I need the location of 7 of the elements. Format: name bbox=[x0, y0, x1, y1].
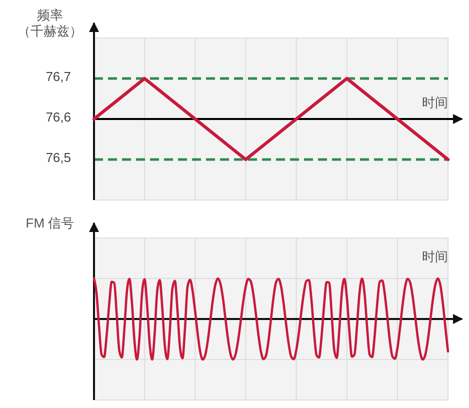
y-tick-label: 76,7 bbox=[46, 69, 71, 84]
y-tick-label: 76,6 bbox=[46, 110, 71, 125]
y-axis-title: 频率（千赫兹） bbox=[18, 8, 82, 39]
x-axis-title: 时间 bbox=[422, 249, 448, 264]
x-axis-title: 时间 bbox=[422, 95, 448, 110]
y-tick-label: 76,5 bbox=[46, 150, 71, 166]
y-axis-title: FM 信号 bbox=[26, 216, 74, 231]
